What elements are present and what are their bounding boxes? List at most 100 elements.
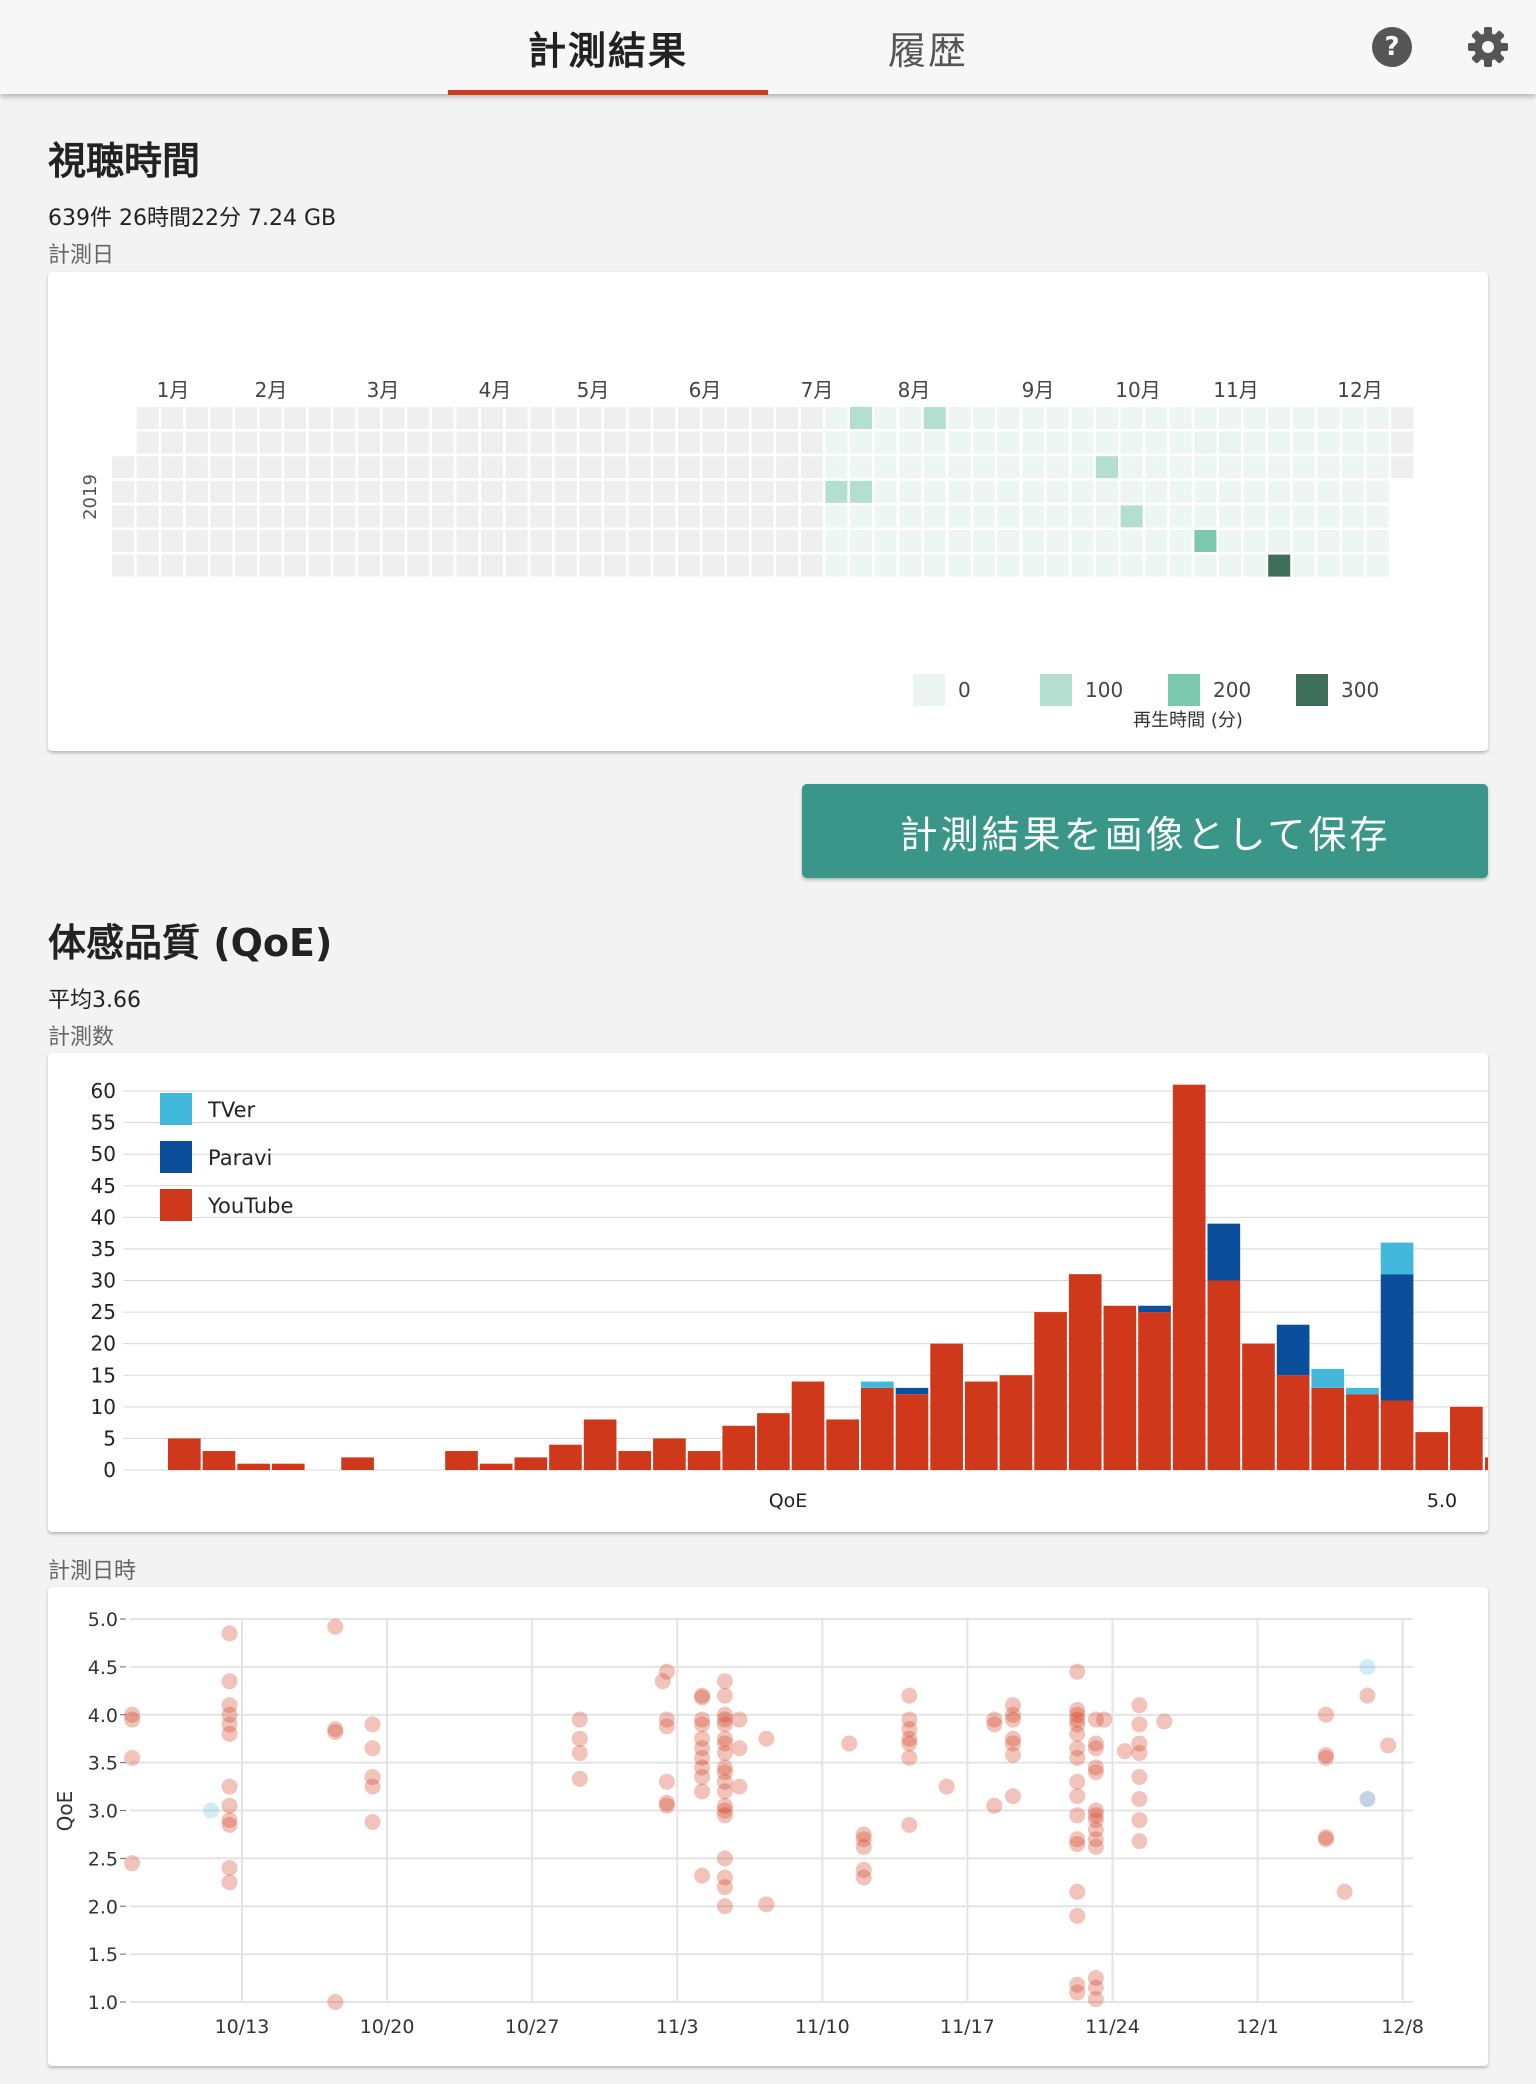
heatmap-cell — [628, 554, 651, 577]
heatmap-cell — [431, 530, 454, 552]
heatmap-cell — [948, 456, 971, 479]
bar-youtube — [341, 1457, 374, 1470]
heatmap-cell — [235, 530, 257, 552]
heatmap-cell — [481, 530, 503, 552]
heatmap-cell — [604, 407, 626, 429]
scatter-point-youtube — [1087, 1970, 1104, 1987]
heatmap-cell — [1219, 480, 1241, 503]
scatter-point-youtube — [694, 1749, 711, 1766]
legend-label: 300 — [1341, 678, 1379, 702]
x-tick-label: 11/10 — [795, 2016, 850, 2038]
heatmap-cell — [185, 505, 208, 528]
heatmap-cell — [850, 480, 872, 503]
heatmap-cell — [554, 407, 577, 429]
heatmap-cell — [333, 505, 356, 528]
heatmap-cell — [1194, 407, 1217, 429]
scatter-point-youtube — [1087, 1764, 1104, 1781]
scatter-point-youtube — [1131, 1697, 1148, 1714]
scatter-point-youtube — [1069, 1740, 1086, 1757]
heatmap-cell — [554, 554, 577, 577]
heatmap-cell — [1292, 431, 1315, 454]
heatmap-cell — [1391, 431, 1414, 454]
heatmap-cell — [407, 480, 430, 503]
scatter-point-youtube — [716, 1735, 733, 1752]
qoe-scatter: 1.0 1.5 2.0 2.5 3.0 3.5 4.0 4.5 5.0 10/13 10/20 10/… — [53, 1609, 1424, 2038]
heatmap-cell — [899, 456, 922, 479]
scatter-point-youtube — [716, 1745, 733, 1762]
heatmap-cell — [1194, 530, 1217, 552]
scatter-point-youtube — [901, 1816, 918, 1833]
heatmap-cell — [554, 480, 577, 503]
heatmap-cell — [407, 554, 430, 577]
heatmap-cell — [161, 505, 184, 528]
y-tick-label: 35 — [91, 1237, 116, 1261]
heatmap-cell — [702, 480, 725, 503]
heatmap-cell — [1096, 505, 1118, 528]
heatmap-cell — [800, 456, 823, 479]
save-image-button[interactable]: 計測結果を画像として保存 — [802, 784, 1488, 878]
bar-youtube — [1415, 1432, 1449, 1470]
heatmap-cell — [948, 505, 971, 528]
scatter-point-youtube — [716, 1730, 733, 1747]
heatmap-cell — [1268, 431, 1291, 454]
heatmap-cell — [1022, 431, 1045, 454]
scatter-point-youtube — [1087, 1991, 1104, 2008]
heatmap-cell — [210, 505, 233, 528]
heatmap-cell — [579, 431, 602, 454]
heatmap-cell — [161, 554, 184, 577]
scatter-point-youtube — [1336, 1883, 1353, 1900]
qoe-title: 体感品質 (QoE) — [48, 921, 333, 965]
bar-youtube — [826, 1419, 859, 1470]
legend-swatch — [1168, 674, 1200, 706]
scatter-point-youtube — [1069, 1807, 1086, 1824]
y-tick-label: 1.0 — [88, 1992, 118, 2014]
heatmap-cell — [505, 407, 528, 429]
heatmap-cell — [185, 407, 208, 429]
scatter-point-youtube — [901, 1730, 918, 1747]
x-tick-label: 11/24 — [1085, 2016, 1140, 2038]
bar-youtube — [583, 1419, 617, 1470]
scatter-point-youtube — [901, 1711, 918, 1728]
heatmap-cell — [1342, 480, 1364, 503]
histogram-caption: 計測数 — [48, 1025, 115, 1050]
heatmap-cell — [1046, 431, 1069, 454]
heatmap-cell — [1366, 407, 1389, 429]
tab-history[interactable]: 履歴 — [887, 28, 968, 73]
bar-youtube — [1276, 1375, 1310, 1470]
scatter-point-youtube — [1069, 1749, 1086, 1766]
heatmap-cell — [1145, 456, 1168, 479]
heatmap-cell — [407, 407, 430, 429]
help-icon[interactable]: ? — [1370, 25, 1414, 69]
heatmap-cell — [653, 505, 676, 528]
scatter-point-youtube — [364, 1740, 381, 1757]
heatmap-cell — [358, 530, 380, 552]
heatmap-cell — [1292, 505, 1315, 528]
heatmap-cell — [1366, 554, 1389, 577]
scatter-point-youtube — [694, 1730, 711, 1747]
heatmap-cell — [284, 480, 307, 503]
heatmap-cell — [1022, 554, 1045, 577]
heatmap-cell — [628, 505, 651, 528]
heatmap-cell — [505, 530, 528, 552]
heatmap-cell — [751, 480, 774, 503]
scatter-point-youtube — [855, 1831, 872, 1848]
gear-icon[interactable] — [1466, 25, 1510, 69]
y-tick-label: 15 — [91, 1363, 116, 1387]
heatmap-cell — [1169, 431, 1192, 454]
heatmap-cell — [850, 456, 872, 479]
heatmap-cell — [1120, 456, 1143, 479]
legend-title: 再生時間 (分) — [1133, 710, 1243, 731]
heatmap-cell — [185, 530, 208, 552]
heatmap-cell — [628, 456, 651, 479]
heatmap-cell — [1317, 480, 1340, 503]
heatmap-cell — [505, 554, 528, 577]
heatmap-cell — [1292, 530, 1315, 552]
heatmap-cell — [948, 530, 971, 552]
scatter-point-youtube — [1087, 1838, 1104, 1855]
y-tick-label: 60 — [91, 1079, 116, 1103]
tab-results[interactable]: 計測結果 — [527, 28, 688, 73]
heatmap-cell — [1243, 407, 1266, 429]
scatter-point-youtube — [1069, 1773, 1086, 1790]
active-tab-indicator — [448, 90, 768, 95]
scatter-point-youtube — [654, 1673, 671, 1690]
